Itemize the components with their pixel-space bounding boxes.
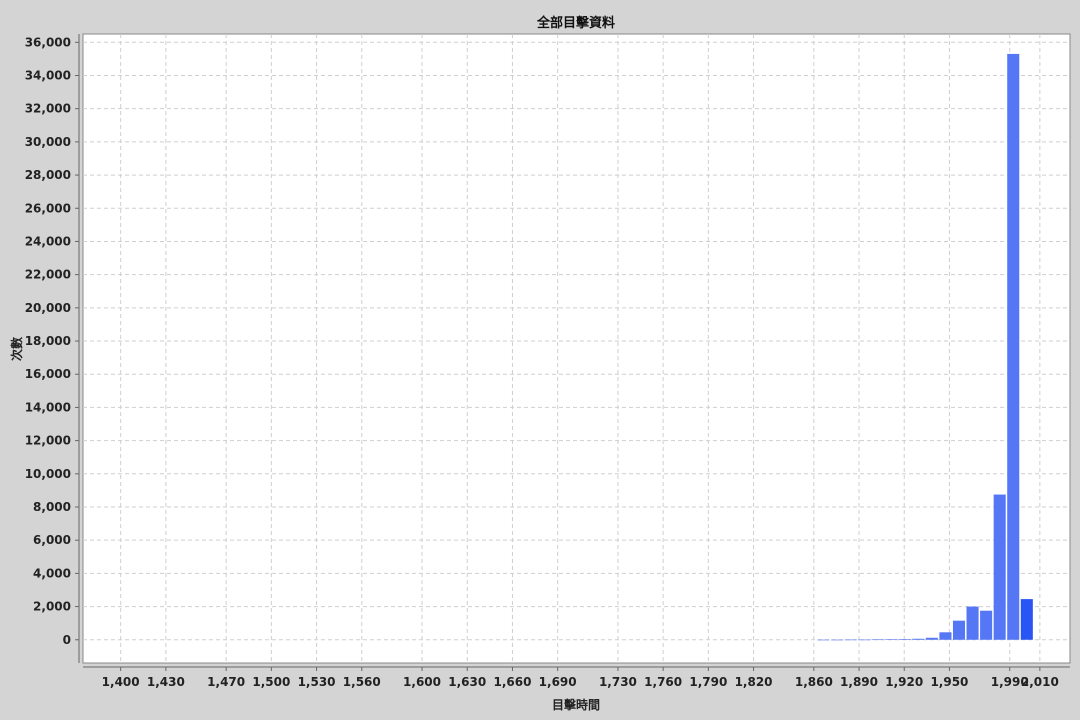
histogram-bar <box>912 638 925 640</box>
y-tick-label: 28,000 <box>25 168 71 182</box>
y-tick-label: 22,000 <box>25 268 71 282</box>
histogram-bar <box>858 639 871 641</box>
histogram-bar <box>817 639 830 641</box>
histogram-bar <box>993 494 1006 640</box>
x-tick-label: 1,730 <box>599 675 637 689</box>
x-tick-label: 1,660 <box>493 675 531 689</box>
histogram-bar <box>885 639 898 640</box>
x-tick-label: 1,920 <box>885 675 923 689</box>
x-tick-label: 1,600 <box>403 675 441 689</box>
y-tick-label: 32,000 <box>25 102 71 116</box>
y-tick-label: 36,000 <box>25 35 71 49</box>
y-tick-label: 24,000 <box>25 234 71 248</box>
histogram-bar <box>898 639 911 640</box>
y-ticks: 0 2,000 4,000 6,000 8,000 10,000 12,000 14,000 1… <box>25 35 79 647</box>
x-tick-label: 1,430 <box>147 675 185 689</box>
histogram-bar <box>1020 599 1033 640</box>
y-axis-label: 次數 <box>9 337 24 361</box>
x-tick-label: 1,990 <box>991 675 1029 689</box>
histogram-bar <box>844 639 857 641</box>
y-tick-label: 14,000 <box>25 400 71 414</box>
y-tick-label: 8,000 <box>33 500 71 514</box>
x-axis-label: 目擊時間 <box>552 697 600 712</box>
y-tick-label: 2,000 <box>33 600 71 614</box>
x-tick-label: 1,950 <box>930 675 968 689</box>
x-tick-label: 1,400 <box>102 675 140 689</box>
y-tick-label: 4,000 <box>33 566 71 580</box>
y-tick-label: 0 <box>63 633 71 647</box>
x-tick-label: 1,860 <box>795 675 833 689</box>
y-tick-label: 12,000 <box>25 434 71 448</box>
gridlines <box>83 34 1070 663</box>
x-tick-label: 1,500 <box>252 675 290 689</box>
x-tick-label: 1,790 <box>689 675 727 689</box>
histogram-bar <box>966 606 979 640</box>
y-tick-label: 30,000 <box>25 135 71 149</box>
plot-background <box>82 33 1071 664</box>
x-tick-label: 1,820 <box>735 675 773 689</box>
x-tick-label: 1,890 <box>840 675 878 689</box>
x-tick-label: 1,630 <box>448 675 486 689</box>
histogram-bar <box>830 639 843 641</box>
y-tick-label: 10,000 <box>25 467 71 481</box>
x-tick-label: 1,760 <box>644 675 682 689</box>
x-tick-label: 2,010 <box>1021 675 1059 689</box>
histogram-bar <box>980 610 993 640</box>
histogram-bar <box>952 620 966 640</box>
x-tick-label: 1,690 <box>539 675 577 689</box>
y-tick-label: 26,000 <box>25 201 71 215</box>
histogram-bar <box>871 639 884 641</box>
y-tick-label: 16,000 <box>25 367 71 381</box>
histogram-bar <box>925 637 938 640</box>
y-tick-label: 34,000 <box>25 68 71 82</box>
axes <box>78 34 1070 668</box>
x-ticks: 1,400 1,430 1,470 1,500 1,530 1,560 1,600 1,630… <box>102 667 1059 689</box>
bars <box>817 53 1033 641</box>
chart-title: 全部目擊資料 <box>536 15 615 31</box>
histogram-bar <box>1007 53 1020 640</box>
y-tick-label: 20,000 <box>25 301 71 315</box>
x-tick-label: 1,530 <box>298 675 336 689</box>
x-tick-label: 1,560 <box>343 675 381 689</box>
x-tick-label: 1,470 <box>207 675 245 689</box>
histogram-bar <box>939 632 952 640</box>
y-tick-label: 18,000 <box>25 334 71 348</box>
y-tick-label: 6,000 <box>33 533 71 547</box>
